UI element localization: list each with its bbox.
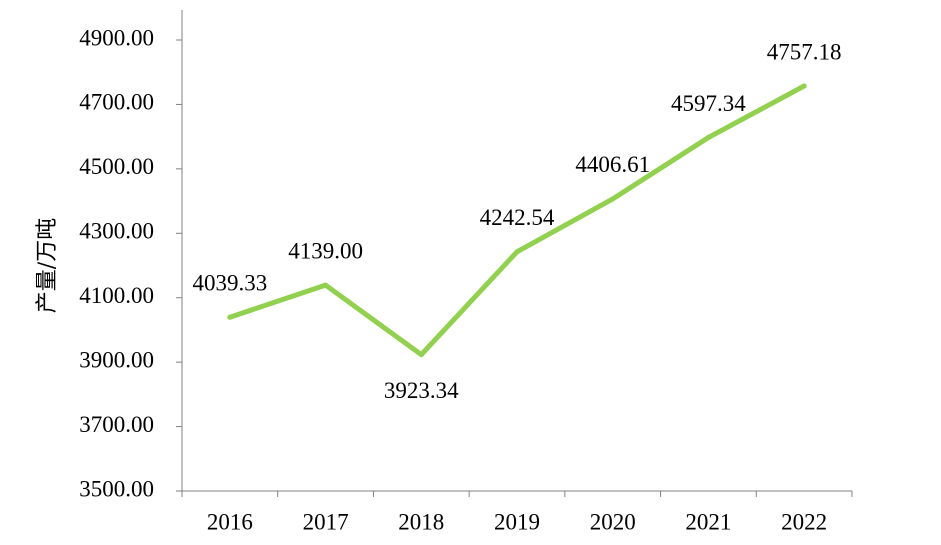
data-labels-layer: 4039.33 4139.00 3923.34 4242.54 4406.61 4597.…: [192, 39, 841, 403]
x-tick-label: 2017: [303, 509, 349, 534]
x-tick-label: 2016: [207, 509, 253, 534]
y-tick-label: 3700.00: [79, 412, 154, 437]
x-tick-label: 2020: [590, 509, 636, 534]
y-axis: 3500.00 3700.00 3900.00 4100.00 4300.00 4500.…: [79, 10, 183, 501]
x-axis: 2016 2017 2018 2019 2020 2021 2022: [181, 490, 853, 534]
y-tick-label: 3900.00: [79, 347, 154, 372]
data-label: 4406.61: [575, 152, 650, 177]
series-layer: [227, 83, 807, 358]
x-tick-label: 2018: [398, 509, 444, 534]
data-label: 4139.00: [288, 238, 363, 263]
y-tick-label: 4500.00: [79, 154, 154, 179]
x-tick-label: 2019: [494, 509, 540, 534]
y-tick-label: 4700.00: [79, 90, 154, 115]
y-tick-label: 4300.00: [79, 219, 154, 244]
data-point: [323, 282, 329, 288]
y-axis-title: 产量/万吨: [35, 218, 60, 313]
data-point: [801, 83, 807, 89]
y-tick-label: 3500.00: [79, 476, 154, 501]
data-label: 4242.54: [480, 205, 555, 230]
x-tick-label: 2021: [685, 509, 731, 534]
data-label: 4039.33: [192, 271, 267, 296]
x-tick-label: 2022: [781, 509, 827, 534]
data-label: 4597.34: [671, 91, 746, 116]
data-point: [610, 196, 616, 202]
y-tick-label: 4100.00: [79, 283, 154, 308]
data-label: 4757.18: [767, 39, 842, 64]
data-point: [514, 249, 520, 255]
data-point: [705, 134, 711, 140]
y-tick-label: 4900.00: [79, 25, 154, 50]
data-label: 3923.34: [384, 378, 459, 403]
data-point: [418, 352, 424, 358]
data-point: [227, 314, 233, 320]
